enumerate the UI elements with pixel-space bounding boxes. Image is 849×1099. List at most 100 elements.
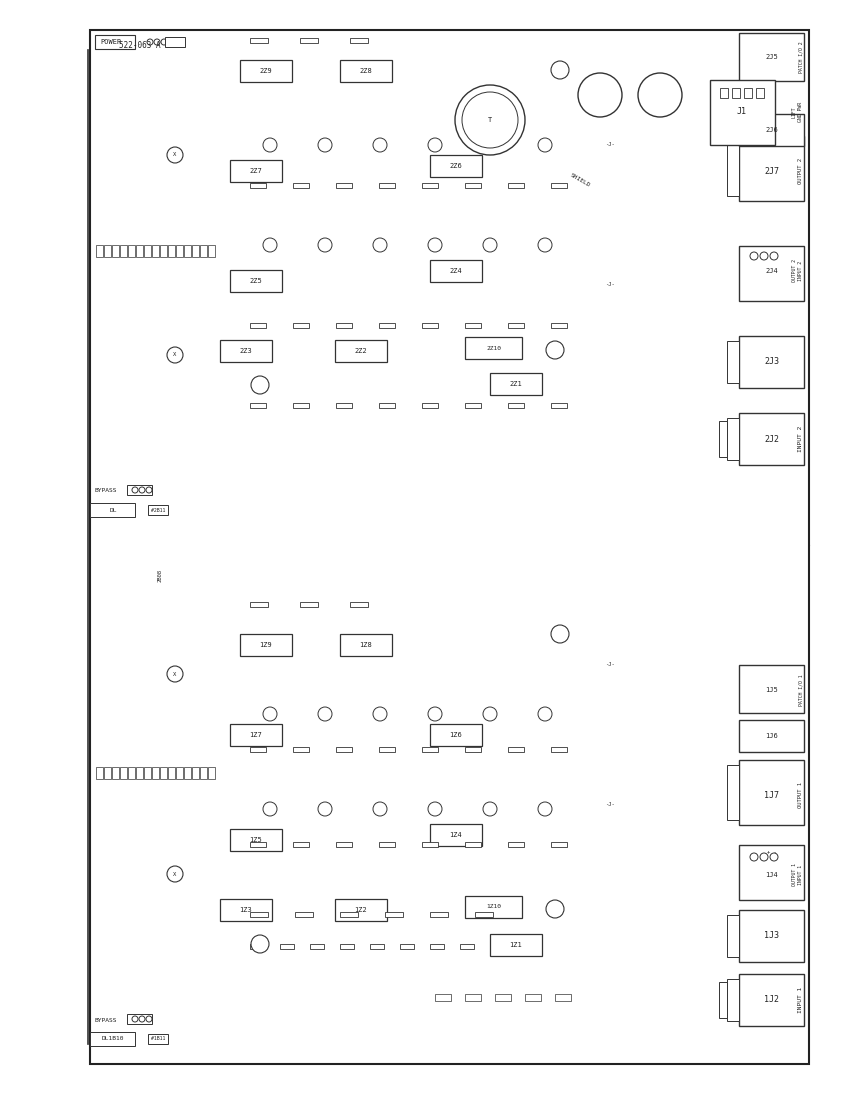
Bar [525,993,541,1001]
Bar [230,724,282,746]
Text: 2J5: 2J5 [765,54,778,60]
Circle shape [483,707,497,721]
Bar [293,322,309,328]
Text: 2J7: 2J7 [764,167,779,176]
Text: 2J6: 2J6 [765,127,778,133]
Circle shape [538,238,552,252]
Bar [475,911,493,917]
Text: X: X [173,872,177,877]
Text: X: X [173,353,177,357]
Circle shape [770,252,778,260]
Text: OUTPUT 2: OUTPUT 2 [799,158,803,184]
Bar [152,767,159,778]
Bar [200,245,207,257]
Bar [430,260,482,282]
Bar [465,337,522,359]
Bar [336,402,352,408]
Bar [310,944,324,948]
Bar [120,245,127,257]
Bar [508,402,524,408]
Bar [739,336,804,388]
Text: BYPASS: BYPASS [95,1018,117,1022]
Bar [250,911,268,917]
Bar [168,245,175,257]
Bar [422,402,438,408]
Bar [336,842,352,846]
Circle shape [538,707,552,721]
Text: 1J7: 1J7 [764,790,779,799]
Bar [435,993,451,1001]
Bar [96,767,103,778]
Bar [727,141,739,196]
Text: 2J2: 2J2 [764,434,779,444]
Circle shape [373,138,387,152]
Bar [379,322,395,328]
Bar [168,767,175,778]
Bar [340,944,354,948]
Bar [120,767,127,778]
Bar [127,485,152,495]
Circle shape [132,1015,138,1022]
Bar [200,767,207,778]
Text: INPUT 1: INPUT 1 [799,987,803,1013]
Bar [490,934,542,956]
Text: 1Z9: 1Z9 [260,642,273,648]
Bar [710,80,775,145]
Bar [551,402,567,408]
Text: DL1B10: DL1B10 [102,1036,124,1042]
Circle shape [263,802,277,815]
Bar [300,37,318,43]
Circle shape [538,802,552,815]
Bar [144,245,151,257]
Bar [465,322,481,328]
Bar [208,767,215,778]
Circle shape [551,625,569,643]
Bar [719,421,727,457]
Circle shape [770,853,778,861]
Circle shape [760,252,768,260]
Circle shape [373,802,387,815]
Bar [727,979,739,1021]
Circle shape [373,238,387,252]
Text: 1Z2: 1Z2 [355,907,368,913]
Bar [720,88,728,98]
Bar [756,88,764,98]
Circle shape [251,376,269,395]
Bar [128,245,135,257]
Bar [136,767,143,778]
Bar [127,1014,152,1024]
Bar [336,322,352,328]
Circle shape [132,487,138,493]
Circle shape [263,707,277,721]
Circle shape [146,1015,152,1022]
Bar [422,842,438,846]
Text: OUTPUT 1: OUTPUT 1 [799,782,803,808]
Text: 2Z10: 2Z10 [486,345,501,351]
Bar [350,37,368,43]
Circle shape [373,707,387,721]
Bar [739,33,804,81]
Circle shape [546,341,564,359]
Circle shape [167,347,183,363]
Text: 2Z1: 2Z1 [509,381,522,387]
Bar [148,506,168,515]
Text: 1J5: 1J5 [765,687,778,693]
Text: 2B08: 2B08 [158,568,162,581]
Bar [727,765,739,820]
Circle shape [139,487,145,493]
Bar [300,601,318,607]
Circle shape [578,73,622,116]
Bar [379,842,395,846]
Text: LIFT: LIFT [791,107,796,118]
Bar [739,114,804,146]
Text: 1Z10: 1Z10 [486,904,501,910]
Text: PATCH I/O 2: PATCH I/O 2 [799,41,803,73]
Bar [739,136,804,201]
Circle shape [538,138,552,152]
Bar [350,601,368,607]
Text: 2Z5: 2Z5 [250,278,262,284]
Text: 1Z5: 1Z5 [250,837,262,843]
Bar [465,182,481,188]
Text: DL: DL [110,508,117,512]
Bar [465,993,481,1001]
